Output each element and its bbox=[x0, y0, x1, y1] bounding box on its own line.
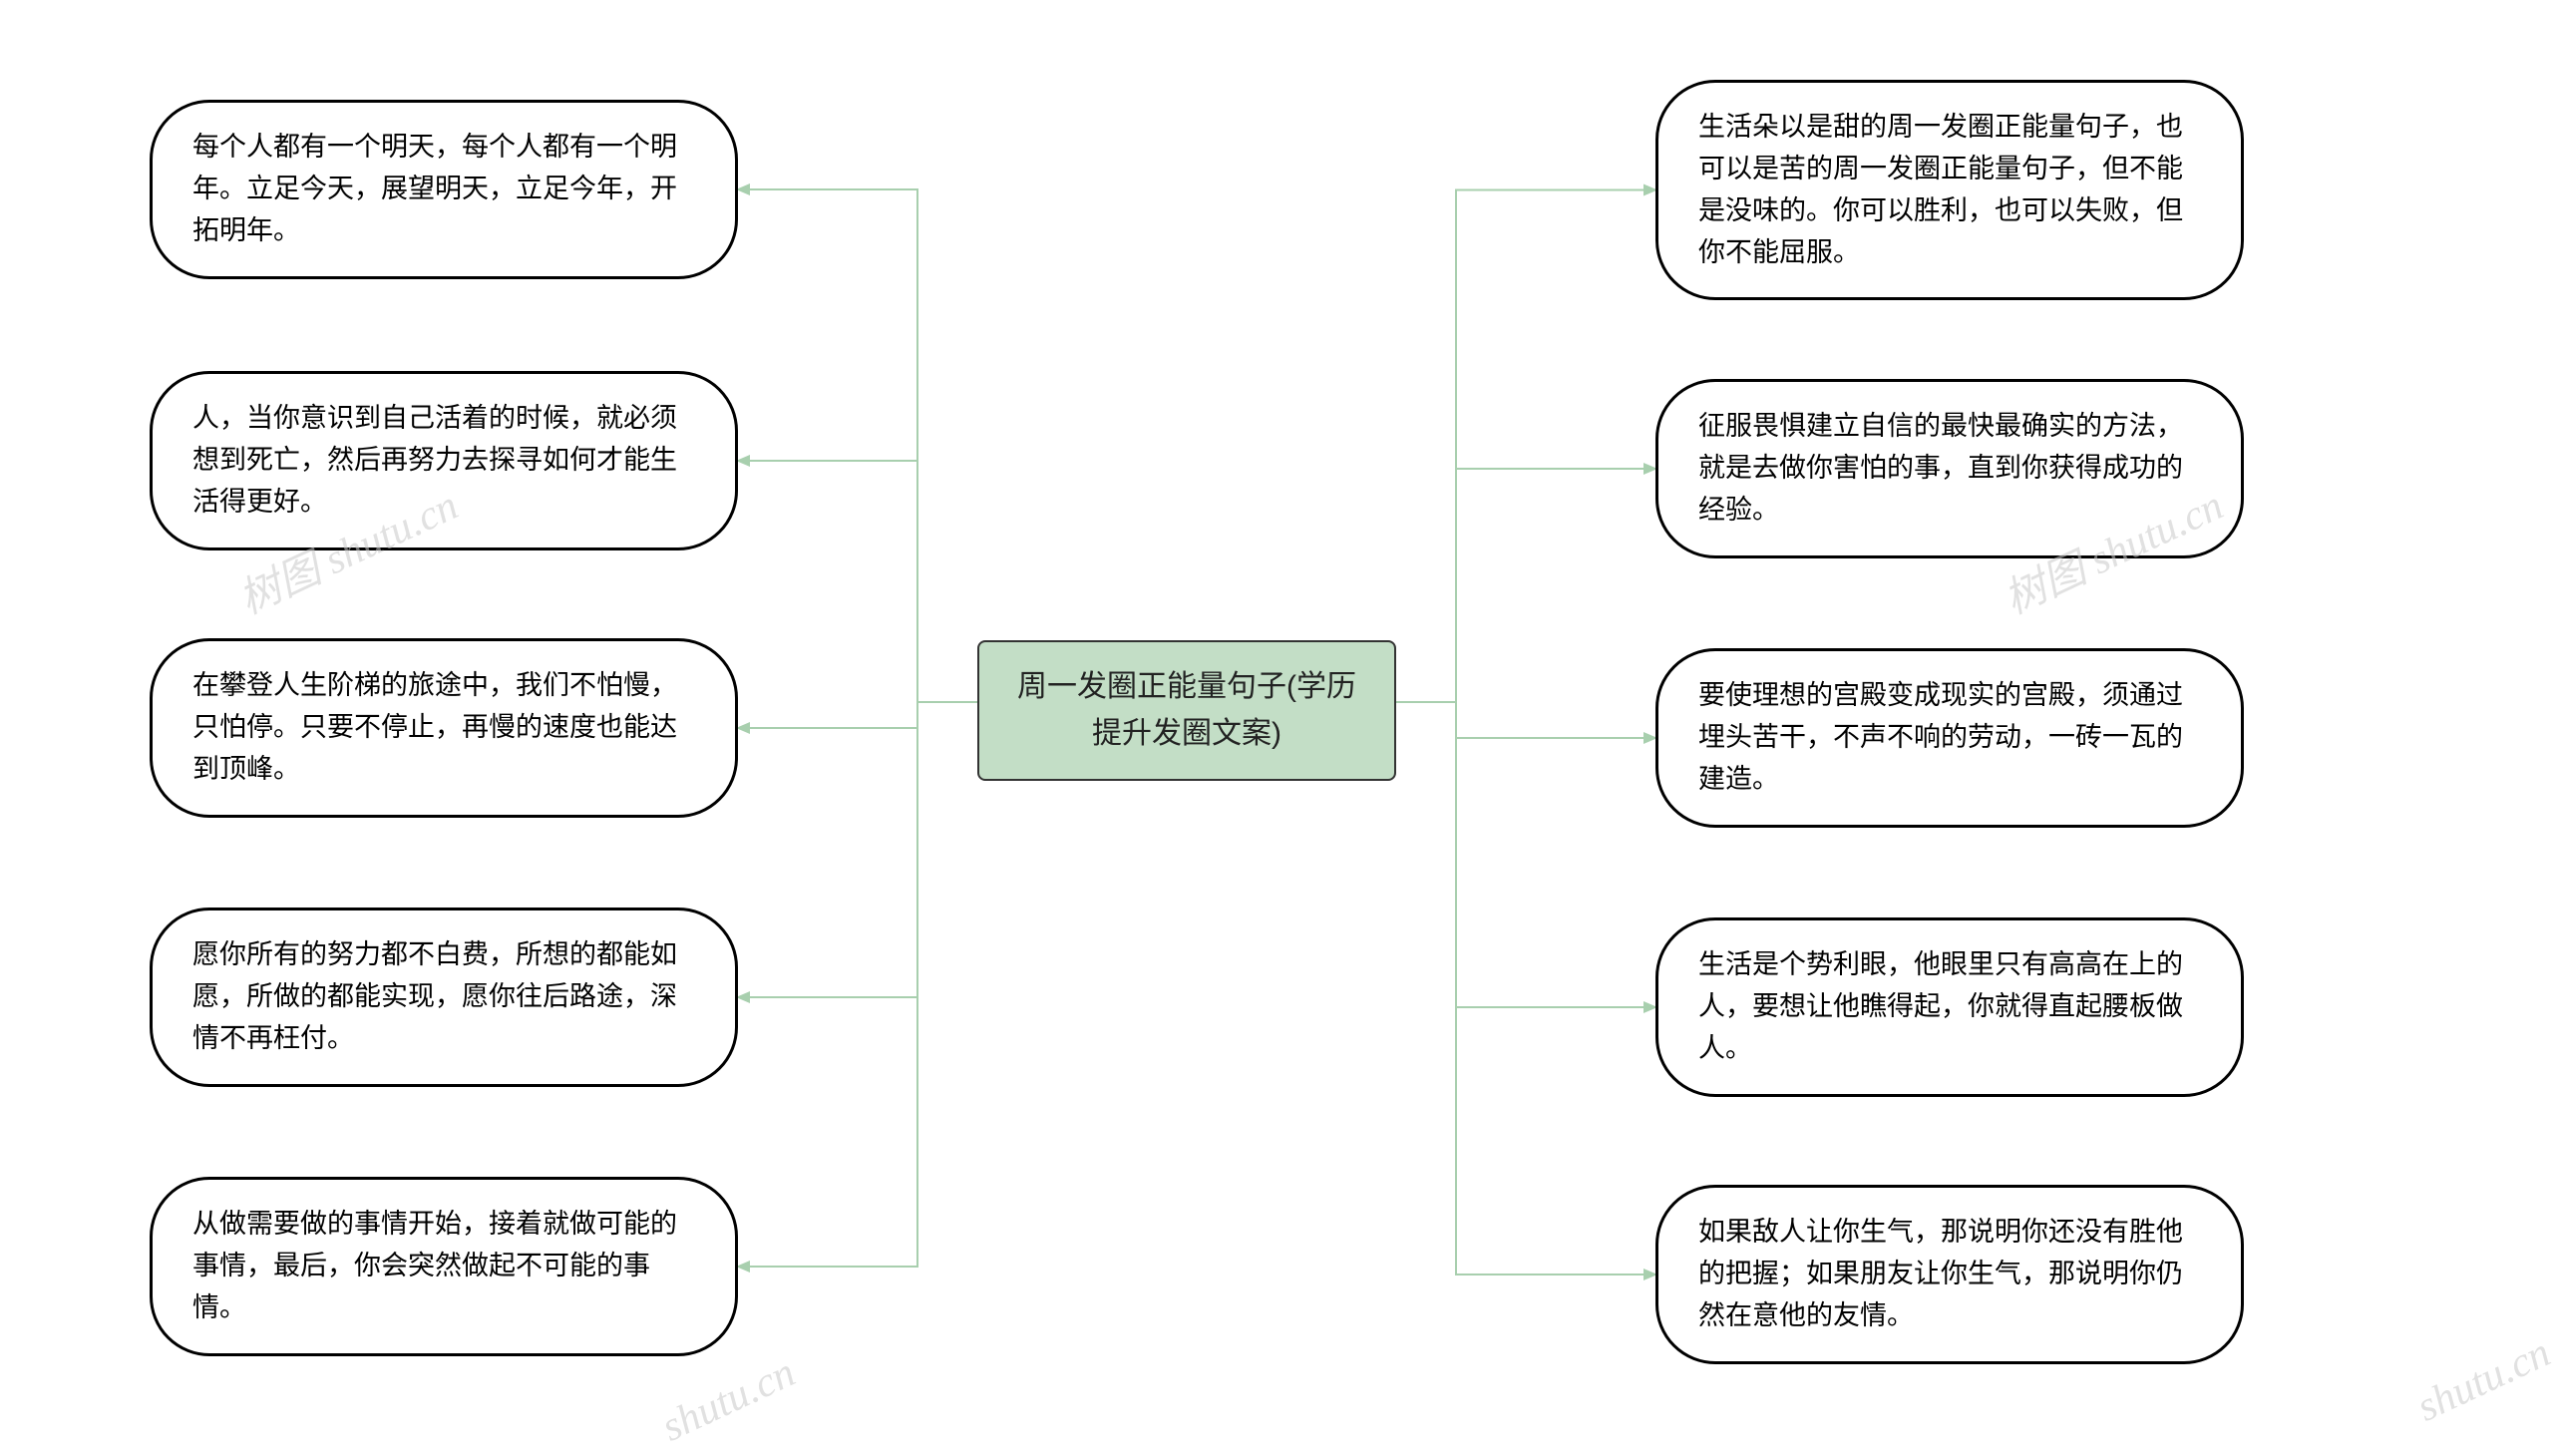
right-leaf-3: 生活是个势利眼，他眼里只有高高在上的人，要想让他瞧得起，你就得直起腰板做人。 bbox=[1655, 917, 2244, 1097]
leaf-text: 从做需要做的事情开始，接着就做可能的事情，最后，你会突然做起不可能的事情。 bbox=[192, 1209, 677, 1322]
leaf-text: 生活朵以是甜的周一发圈正能量句子，也可以是苦的周一发圈正能量句子，但不能是没味的… bbox=[1698, 112, 2183, 267]
left-leaf-4: 从做需要做的事情开始，接着就做可能的事情，最后，你会突然做起不可能的事情。 bbox=[150, 1177, 738, 1356]
watermark-3: shutu.cn bbox=[2409, 1328, 2553, 1431]
leaf-text: 愿你所有的努力都不白费，所想的都能如愿，所做的都能实现，愿你往后路途，深情不再枉… bbox=[192, 939, 677, 1053]
center-node: 周一发圈正能量句子(学历提升发圈文案) bbox=[977, 640, 1396, 781]
watermark-2: shutu.cn bbox=[654, 1348, 802, 1451]
leaf-text: 每个人都有一个明天，每个人都有一个明年。立足今天，展望明天，立足今年，开拓明年。 bbox=[192, 132, 677, 245]
mindmap-canvas: 周一发圈正能量句子(学历提升发圈文案) 每个人都有一个明天，每个人都有一个明年。… bbox=[0, 0, 2553, 1456]
right-leaf-2: 要使理想的宫殿变成现实的宫殿，须通过埋头苦干，不声不响的劳动，一砖一瓦的建造。 bbox=[1655, 648, 2244, 828]
left-leaf-2: 在攀登人生阶梯的旅途中，我们不怕慢，只怕停。只要不停止，再慢的速度也能达到顶峰。 bbox=[150, 638, 738, 818]
leaf-text: 在攀登人生阶梯的旅途中，我们不怕慢，只怕停。只要不停止，再慢的速度也能达到顶峰。 bbox=[192, 670, 677, 784]
left-leaf-0: 每个人都有一个明天，每个人都有一个明年。立足今天，展望明天，立足今年，开拓明年。 bbox=[150, 100, 738, 279]
right-leaf-1: 征服畏惧建立自信的最快最确实的方法，就是去做你害怕的事，直到你获得成功的经验。 bbox=[1655, 379, 2244, 558]
left-leaf-3: 愿你所有的努力都不白费，所想的都能如愿，所做的都能实现，愿你往后路途，深情不再枉… bbox=[150, 908, 738, 1087]
right-leaf-4: 如果敌人让你生气，那说明你还没有胜他的把握；如果朋友让你生气，那说明你仍然在意他… bbox=[1655, 1185, 2244, 1364]
leaf-text: 人，当你意识到自己活着的时候，就必须想到死亡，然后再努力去探寻如何才能生活得更好… bbox=[192, 403, 677, 517]
left-leaf-1: 人，当你意识到自己活着的时候，就必须想到死亡，然后再努力去探寻如何才能生活得更好… bbox=[150, 371, 738, 550]
leaf-text: 征服畏惧建立自信的最快最确实的方法，就是去做你害怕的事，直到你获得成功的经验。 bbox=[1698, 411, 2183, 525]
leaf-text: 要使理想的宫殿变成现实的宫殿，须通过埋头苦干，不声不响的劳动，一砖一瓦的建造。 bbox=[1698, 680, 2183, 794]
leaf-text: 生活是个势利眼，他眼里只有高高在上的人，要想让他瞧得起，你就得直起腰板做人。 bbox=[1698, 949, 2183, 1063]
right-leaf-0: 生活朵以是甜的周一发圈正能量句子，也可以是苦的周一发圈正能量句子，但不能是没味的… bbox=[1655, 80, 2244, 300]
leaf-text: 如果敌人让你生气，那说明你还没有胜他的把握；如果朋友让你生气，那说明你仍然在意他… bbox=[1698, 1217, 2183, 1330]
center-node-text: 周一发圈正能量句子(学历提升发圈文案) bbox=[1017, 670, 1356, 750]
